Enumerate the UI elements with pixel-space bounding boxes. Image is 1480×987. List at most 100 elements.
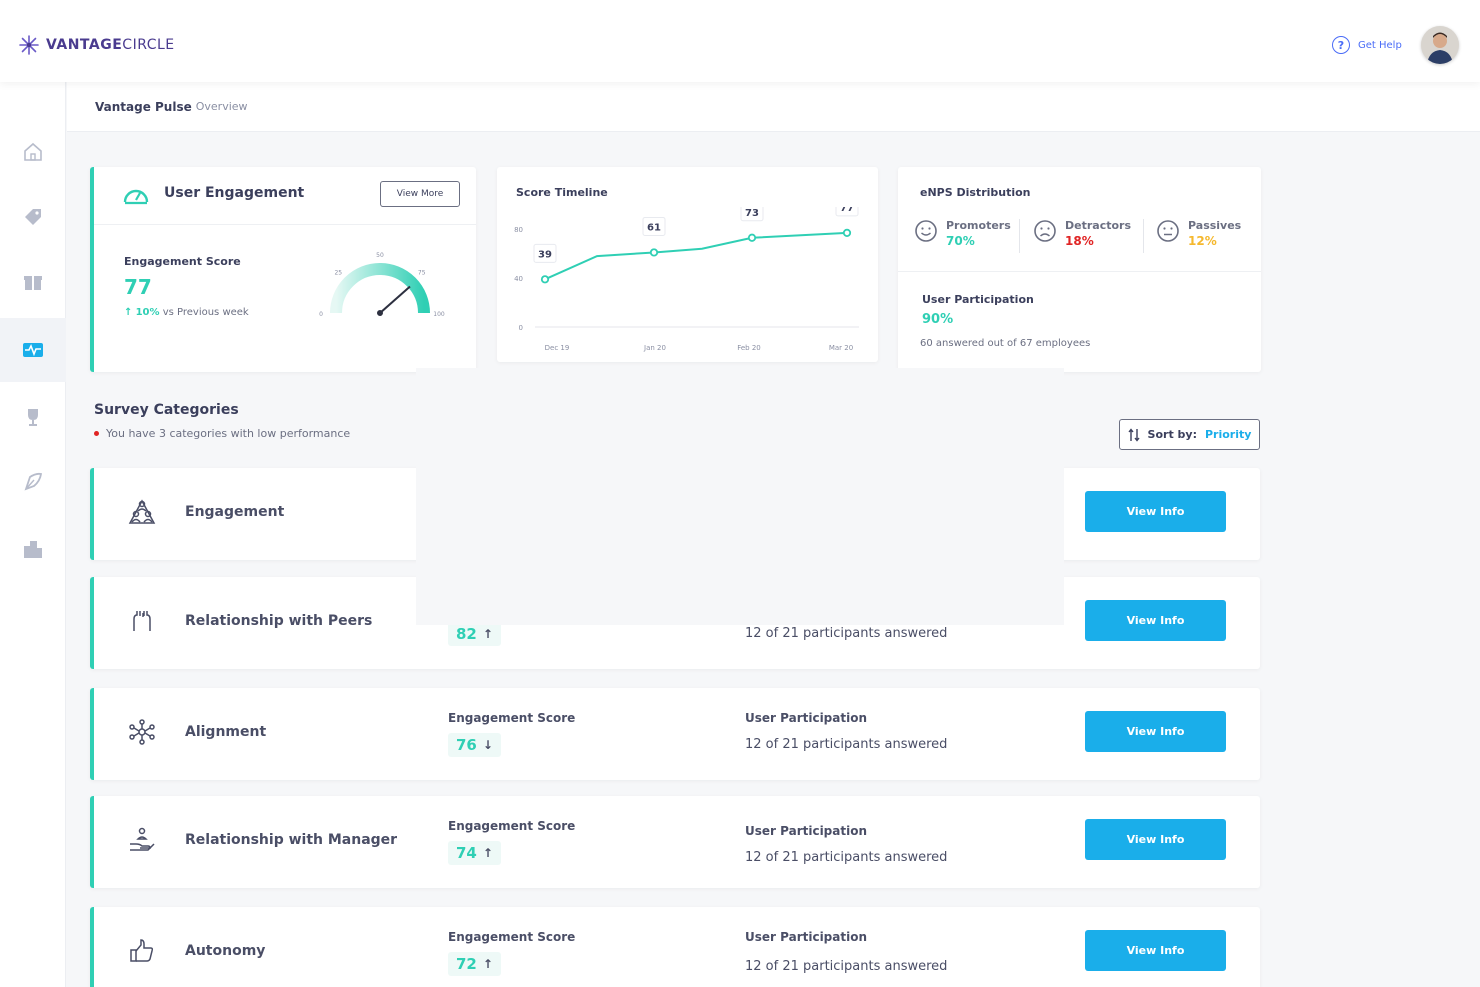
engagement-score-delta: ↑ 10% vs Previous week xyxy=(124,307,249,318)
category-name: Relationship with Peers xyxy=(185,613,373,629)
x-tick-label: Dec 19 xyxy=(545,344,570,352)
blank-region xyxy=(416,368,1064,625)
user-participation-label: User Participation xyxy=(922,293,1034,306)
detractors-label: Detractors xyxy=(1065,219,1132,232)
category-row-relationship-manager: Relationship with Manager Engagement Sco… xyxy=(90,796,1260,888)
sidebar-item-pulse[interactable] xyxy=(0,318,66,382)
view-info-button[interactable]: View Info xyxy=(1085,491,1226,532)
category-participation-label: User Participation xyxy=(745,824,868,838)
arrow-up-icon: ↑ xyxy=(482,957,493,971)
data-point xyxy=(649,248,659,257)
user-participation-value: 90% xyxy=(922,312,954,327)
data-label-box xyxy=(642,216,666,236)
breadcrumb-sub: Overview xyxy=(195,100,248,113)
help-icon: ? xyxy=(1332,36,1350,54)
survey-categories-subtitle: You have 3 categories with low performan… xyxy=(94,427,350,440)
sidebar-item-rewards[interactable] xyxy=(0,250,66,314)
sort-icon xyxy=(1128,427,1140,442)
sidebar-item-feedback[interactable] xyxy=(0,450,66,514)
data-label-box xyxy=(533,243,557,263)
data-point xyxy=(747,233,757,242)
sidebar-item-company[interactable] xyxy=(0,517,66,581)
promoters-value: 70% xyxy=(946,234,975,248)
category-row-autonomy: Autonomy Engagement Score 72 ↑ User Parti… xyxy=(90,907,1260,987)
promoters-stat: Promoters 70% xyxy=(914,219,1011,249)
data-point xyxy=(842,228,852,237)
passives-label: Passives xyxy=(1188,219,1242,232)
user-avatar[interactable] xyxy=(1421,26,1459,64)
enps-card: eNPS Distribution Promoters 70% Detracto… xyxy=(898,167,1261,372)
sidebar-item-offers[interactable] xyxy=(0,185,66,249)
category-name: Alignment xyxy=(185,724,267,740)
category-score: 82 ↑ xyxy=(448,622,501,646)
engagement-score-value: 77 xyxy=(124,275,152,299)
category-row-alignment: Alignment Engagement Score 76 ↓ User Part… xyxy=(90,688,1260,780)
gauge-tick-label: 50 xyxy=(376,252,384,259)
gauge-arc xyxy=(330,263,430,314)
arrow-up-icon: ↑ xyxy=(482,846,493,860)
data-point xyxy=(540,275,550,284)
category-score-label: Engagement Score xyxy=(448,819,576,833)
score-timeline-title: Score Timeline xyxy=(516,186,608,199)
enps-title: eNPS Distribution xyxy=(920,186,1031,199)
avatar-image xyxy=(1421,26,1459,64)
smile-face-icon xyxy=(915,220,937,242)
gauge-hub xyxy=(377,310,383,316)
user-engagement-title: User Engagement xyxy=(164,185,305,201)
x-tick-label: Jan 20 xyxy=(643,344,666,352)
passives-value: 12% xyxy=(1188,234,1217,248)
breadcrumb: Vantage Pulse Overview xyxy=(67,82,1480,132)
arrow-up-icon: ↑ xyxy=(124,307,133,318)
neutral-face-icon xyxy=(1157,220,1179,242)
view-info-button[interactable]: View Info xyxy=(1085,930,1226,971)
logo-icon xyxy=(19,35,39,55)
sidebar-item-home[interactable] xyxy=(0,120,66,184)
thumbs-up-icon xyxy=(130,939,154,962)
gauge-tick-label: 100 xyxy=(433,311,445,318)
speedometer-icon xyxy=(123,189,149,205)
brand-name: VANTAGECIRCLE xyxy=(46,37,175,53)
alert-dot-icon xyxy=(94,431,99,436)
user-participation-detail: 60 answered out of 67 employees xyxy=(920,338,1091,349)
gift-icon xyxy=(24,276,42,290)
score-timeline-card: Score Timeline 80 40 0 39 61 73 77 Dec 19 Jan 20… xyxy=(497,167,878,362)
category-name: Engagement xyxy=(185,504,285,520)
high-five-icon xyxy=(133,611,151,631)
sidebar-item-awards[interactable] xyxy=(0,385,66,449)
category-score: 76 ↓ xyxy=(448,733,501,757)
gauge-tick-label: 0 xyxy=(319,311,323,318)
gauge-tick-label: 25 xyxy=(334,269,342,276)
sort-button[interactable]: Sort by: Priority xyxy=(1119,419,1260,450)
passives-stat: Passives 12% xyxy=(1156,219,1241,249)
promoters-label: Promoters xyxy=(946,219,1011,232)
pulse-icon xyxy=(23,343,43,357)
category-score: 74 ↑ xyxy=(448,841,501,865)
y-tick-label: 40 xyxy=(514,275,523,283)
x-tick-label: Feb 20 xyxy=(737,344,761,352)
arrow-up-icon: ↑ xyxy=(482,627,493,641)
tag-icon xyxy=(25,209,41,225)
category-score-label: Engagement Score xyxy=(448,930,576,944)
sad-face-icon xyxy=(1034,220,1056,242)
home-icon xyxy=(24,142,42,161)
view-info-button[interactable]: View Info xyxy=(1085,600,1226,641)
view-more-button[interactable]: View More xyxy=(380,181,460,207)
divider xyxy=(898,271,1261,272)
data-label: 39 xyxy=(538,249,552,260)
data-label-box xyxy=(835,207,859,217)
view-info-button[interactable]: View Info xyxy=(1085,819,1226,860)
building-icon xyxy=(24,541,42,558)
get-help-link[interactable]: ? Get Help xyxy=(1332,36,1402,54)
brand-logo[interactable]: VANTAGECIRCLE xyxy=(18,34,175,56)
category-participation-label: User Participation xyxy=(745,711,868,725)
gauge-needle xyxy=(379,285,411,314)
leaf-icon xyxy=(24,472,43,491)
get-help-label: Get Help xyxy=(1358,39,1402,51)
view-info-button[interactable]: View Info xyxy=(1085,711,1226,752)
y-tick-label: 0 xyxy=(519,324,523,332)
engagement-score-label: Engagement Score xyxy=(124,255,241,268)
top-bar: VANTAGECIRCLE ? Get Help xyxy=(0,0,1480,82)
x-tick-label: Mar 20 xyxy=(829,344,853,352)
series-line xyxy=(544,231,848,281)
sidebar xyxy=(0,82,66,987)
